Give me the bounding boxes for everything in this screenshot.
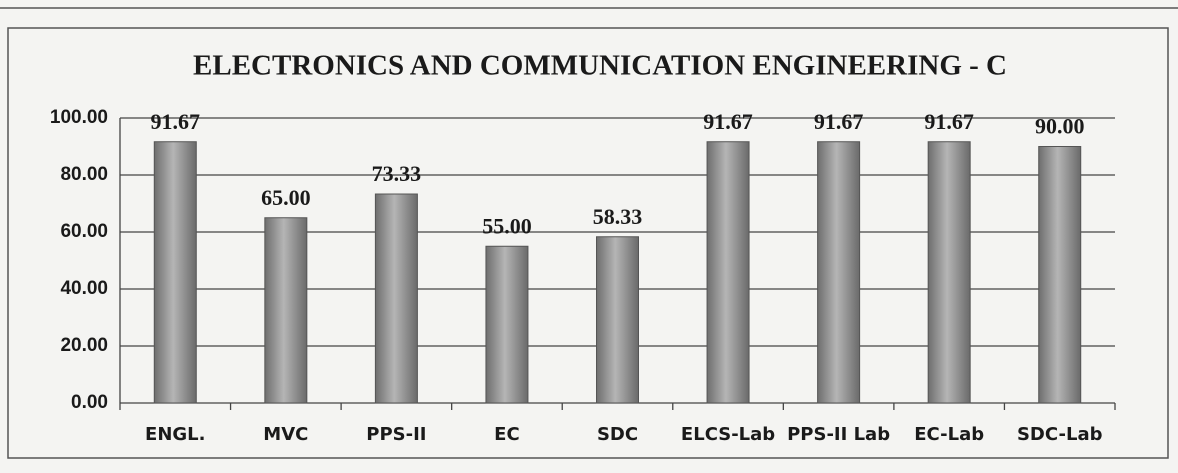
- bar: [927, 141, 971, 404]
- bar: [817, 141, 861, 404]
- bar: [485, 245, 529, 404]
- bar: [1038, 146, 1082, 404]
- bar: [264, 217, 308, 404]
- x-tick-label: PPS-II Lab: [787, 424, 890, 445]
- chart-title: ELECTRONICS AND COMMUNICATION ENGINEERIN…: [193, 50, 1007, 82]
- y-tick-label: 80.00: [60, 164, 108, 185]
- x-tick-label: MVC: [263, 424, 308, 445]
- chart-frame: [7, 27, 1169, 459]
- value-label: 58.33: [593, 204, 643, 229]
- x-tick-label: SDC: [597, 424, 638, 445]
- bar: [706, 141, 750, 404]
- y-tick-label: 20.00: [60, 335, 108, 356]
- y-tick-label: 100.00: [50, 107, 108, 128]
- bar: [596, 236, 639, 404]
- x-tick-label: ELCS-Lab: [681, 424, 775, 445]
- bar: [153, 141, 197, 404]
- x-tick-label: PPS-II: [366, 424, 426, 445]
- y-tick-label: 40.00: [60, 278, 108, 299]
- value-label: 55.00: [482, 213, 532, 238]
- value-label: 73.33: [372, 161, 422, 186]
- value-label: 91.67: [703, 109, 753, 134]
- value-label: 91.67: [151, 109, 201, 134]
- x-tick-label: ENGL.: [145, 424, 205, 445]
- value-label: 91.67: [924, 109, 974, 134]
- x-tick-label: EC-Lab: [914, 424, 984, 445]
- value-label: 91.67: [814, 109, 864, 134]
- y-tick-label: 0.00: [71, 392, 108, 413]
- x-tick-label: SDC-Lab: [1017, 424, 1103, 445]
- y-tick-label: 60.00: [60, 221, 108, 242]
- value-label: 90.00: [1035, 114, 1085, 139]
- x-tick-label: EC: [494, 424, 520, 445]
- bar: [374, 193, 418, 404]
- value-label: 65.00: [261, 185, 311, 210]
